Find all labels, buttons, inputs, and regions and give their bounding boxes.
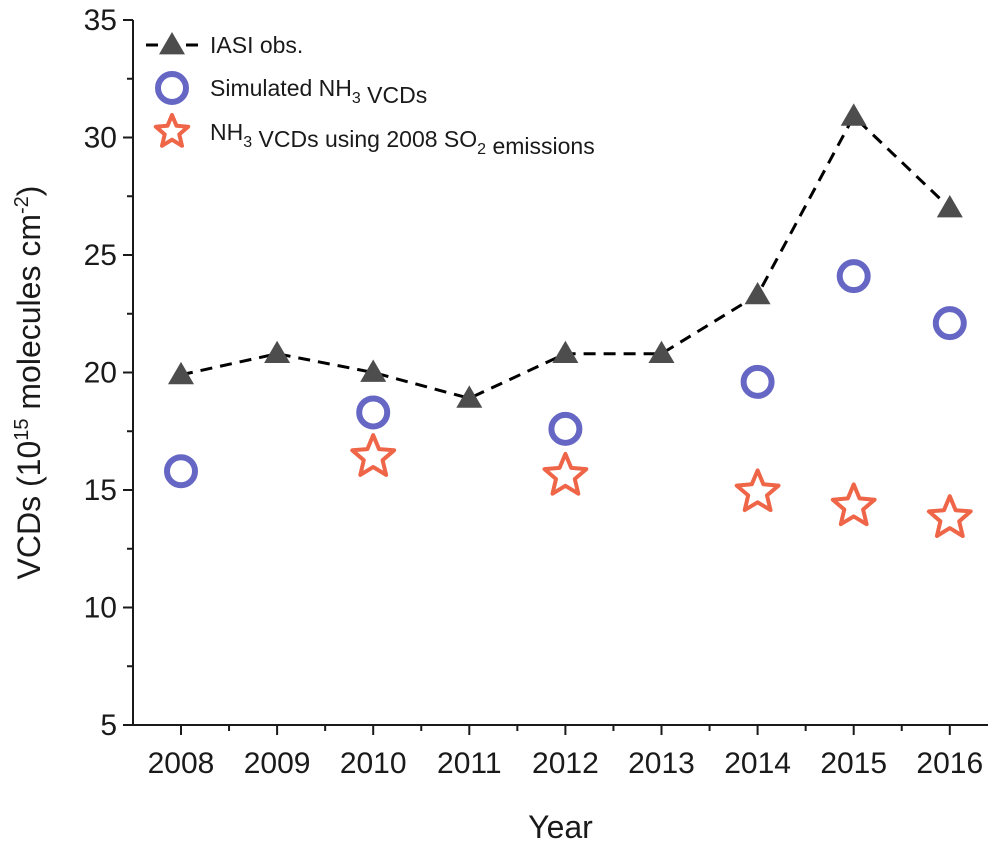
legend-label-part: IASI obs. [210,32,303,58]
series-3 [350,433,973,538]
legend-label: NH3 VCDs using 2008 SO2 emissions [210,119,595,159]
x-tick-label: 2013 [628,747,695,780]
legend-label-part: VCDs [361,82,427,108]
y-axis-title-part: 15 [11,419,33,441]
legend-label-sub: 2 [477,141,486,158]
x-tick-label: 2008 [148,747,215,780]
triangle-point [648,340,675,364]
triangle-point [552,340,579,364]
circle-point [548,411,583,446]
legend-label-part: Simulated NH [210,75,352,101]
legend-label-part: NH [210,119,243,145]
x-tick-label: 2014 [724,747,791,780]
star-point [830,482,877,527]
legend-label-sub: 3 [243,134,252,151]
y-axis-title: VCDs (1015 molecules cm-2) [11,186,47,580]
x-tick-label: 2011 [437,747,502,780]
legend-circle-icon [155,71,189,105]
x-tick-label: 2015 [820,747,887,780]
triangle-point [840,103,867,126]
y-tick-label: 20 [84,357,117,390]
legend-label: IASI obs. [210,32,303,58]
x-axis-title: Year [528,809,593,845]
x-tick-label: 2010 [340,747,407,780]
star-point [542,451,589,496]
triangle-point [360,359,387,382]
x-tick-label: 2016 [916,747,983,780]
series-layer [164,103,973,538]
y-tick-label: 35 [84,4,117,37]
y-tick-label: 5 [100,709,117,742]
y-tick-label: 25 [84,239,117,272]
circle-point [932,306,967,341]
circle-point [356,395,391,430]
triangle-point [744,281,771,305]
legend-entry: Simulated NH3 VCDs [155,71,427,108]
y-tick-label: 30 [84,122,117,155]
y-axis-title-part: VCDs (10 [11,441,47,580]
series-2 [164,259,967,489]
y-axis-title-part: -2 [11,196,33,214]
axes: 5 10 15 20 25 30 35 2008 2009 2010 2011 2012 2013 201… [84,4,988,780]
series-1 [168,103,963,408]
legend-star-icon [153,113,191,148]
circle-point [164,454,198,489]
triangle-point [168,361,194,385]
y-tick-label: 15 [84,474,117,507]
legend-entry: NH3 VCDs using 2008 SO2 emissions [153,113,595,159]
triangle-point [456,385,483,408]
legend-entry: IASI obs. [146,32,303,58]
y-tick-label: 10 [84,592,117,625]
triangle-point [264,340,291,364]
circle-point [740,364,775,399]
star-point [926,494,973,538]
legend-triangle-icon [159,32,185,55]
legend-label-part: emissions [486,133,595,159]
y-axis-title-part: ) [11,186,47,197]
star-point [734,468,781,513]
triangle-point [936,195,963,218]
legend-label: Simulated NH3 VCDs [210,75,427,108]
circle-point [836,259,871,294]
x-tick-label: 2009 [244,747,311,780]
star-point [350,433,397,477]
y-axis-title-part: molecules cm [11,214,47,419]
legend-label-sub: 3 [352,90,361,107]
x-tick-label: 2012 [532,747,599,780]
legend-label-part: VCDs using 2008 SO [252,126,477,152]
